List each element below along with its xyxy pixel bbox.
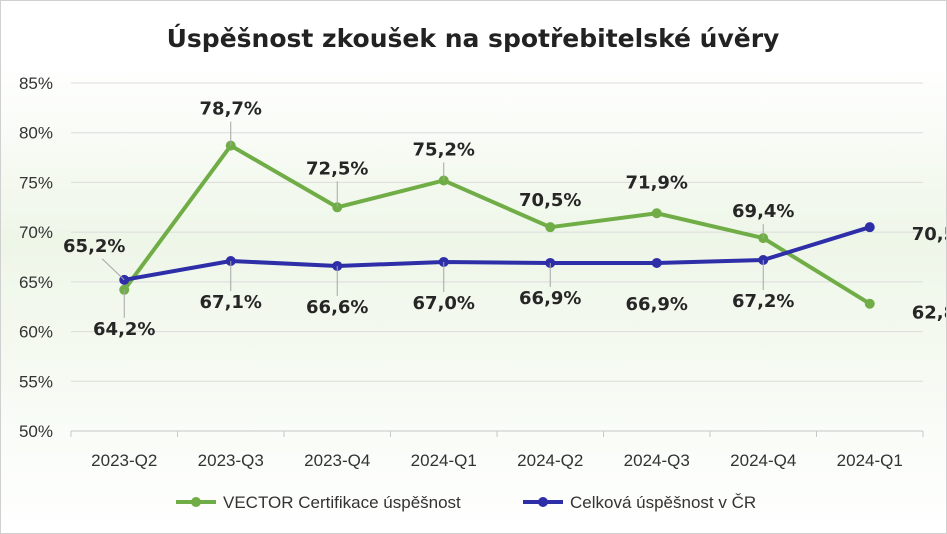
data-label: 67,0% (413, 293, 475, 314)
data-label: 71,9% (626, 172, 688, 193)
label-leader-line (101, 258, 125, 281)
data-label: 64,2% (93, 319, 155, 340)
data-point (651, 208, 662, 219)
data-point (864, 222, 875, 233)
data-label: 69,4% (732, 201, 794, 222)
y-tick-label: 70% (19, 223, 53, 242)
data-label: 78,7% (200, 99, 262, 120)
label-leader-lines (101, 121, 764, 318)
legend-entry: Celková úspěšnost v ČR (570, 493, 756, 512)
series-lines (119, 140, 875, 309)
data-label: 66,6% (306, 297, 368, 318)
x-tick-label: 2024-Q4 (730, 451, 796, 470)
x-tick-label: 2024-Q2 (517, 451, 583, 470)
data-label: 67,2% (732, 291, 794, 312)
y-tick-label: 55% (19, 372, 53, 391)
data-label: 67,1% (200, 292, 262, 313)
data-label: 72,5% (306, 158, 368, 179)
series-line-1 (122, 143, 872, 306)
data-label: 70,5% (519, 190, 581, 211)
series-line-2 (122, 225, 872, 282)
data-label: 66,9% (626, 294, 688, 315)
data-label: 65,2% (63, 236, 125, 257)
x-tick-label: 2023-Q3 (198, 451, 264, 470)
y-tick-label: 65% (19, 273, 53, 292)
x-tick-label: 2024-Q1 (411, 451, 477, 470)
y-tick-label: 50% (19, 422, 53, 441)
legend-entry: VECTOR Certifikace úspěšnost (223, 493, 461, 512)
data-label: 70,5% (912, 224, 946, 245)
data-point (864, 298, 875, 309)
chart-title: Úspěšnost zkoušek na spotřebitelské úvěr… (167, 23, 780, 53)
legend-swatch-marker (538, 497, 548, 507)
data-point (545, 222, 556, 233)
y-tick-label: 85% (19, 74, 53, 93)
axes: 50% 55% 60% 65% 70% 75% 80% 85% 2023-Q2 2023-Q3 20… (19, 74, 924, 470)
gridlines (71, 82, 923, 432)
x-tick-label: 2024-Q3 (624, 451, 690, 470)
x-tick-label: 2023-Q4 (304, 451, 370, 470)
data-point (651, 257, 662, 268)
data-label: 62,8% (912, 303, 946, 324)
data-labels: 64,2% 78,7% 72,5% 75,2% 70,5% 71,9% 69,4% 62,8%… (63, 99, 946, 340)
data-label: 75,2% (413, 139, 475, 160)
legend-swatch-marker (191, 497, 201, 507)
y-tick-label: 80% (19, 124, 53, 143)
legend: VECTOR Certifikace úspěšnost Celková úspě… (176, 493, 756, 512)
data-label: 66,9% (519, 288, 581, 309)
y-tick-label: 60% (19, 323, 53, 342)
x-tick-label: 2023-Q2 (91, 451, 157, 470)
y-tick-label: 75% (19, 173, 53, 192)
x-tick-label: 2024-Q1 (837, 451, 903, 470)
